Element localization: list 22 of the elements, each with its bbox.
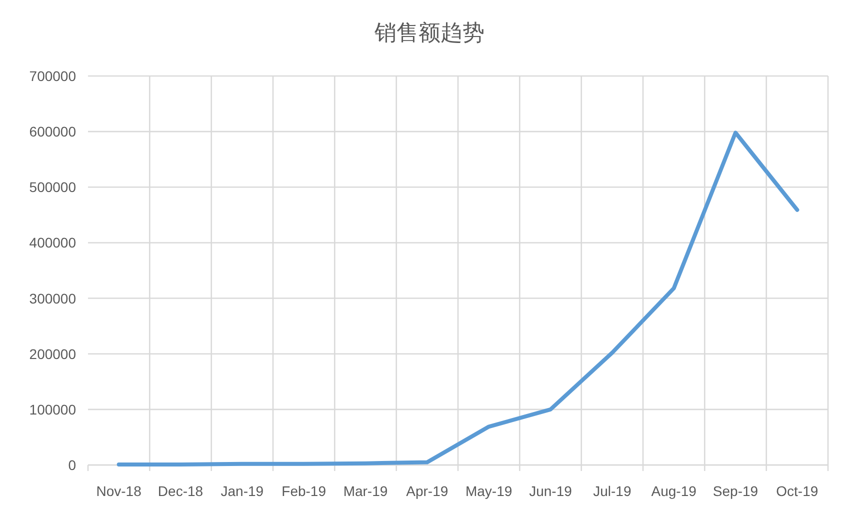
x-tick-label: Aug-19 [651,483,697,499]
x-tick-label: Apr-19 [406,483,448,499]
x-tick-label: May-19 [465,483,512,499]
y-tick-label: 700000 [29,68,76,84]
x-tick-label: Jul-19 [593,483,632,499]
x-tick-label: Jan-19 [220,483,264,499]
y-tick-label: 500000 [29,179,76,196]
y-tick-label: 200000 [29,346,76,362]
line-series [116,130,800,466]
y-tick-label: 0 [68,457,76,473]
chart-title: 销售额趋势 [374,20,484,45]
y-tick-label: 300000 [29,290,76,306]
x-tick-label: Sep-19 [712,483,758,499]
y-tick-label: 400000 [29,234,76,251]
x-tick-label: Jun-19 [529,483,572,499]
x-tick-label: Mar-19 [343,483,388,499]
y-tick-label: 100000 [29,401,76,418]
x-tick-label: Dec-18 [158,483,204,499]
x-tick-label: Oct-19 [776,483,818,499]
y-tick-label: 600000 [29,124,76,140]
x-tick-label: Feb-19 [282,483,326,499]
x-tick-label: Nov-18 [96,483,142,499]
